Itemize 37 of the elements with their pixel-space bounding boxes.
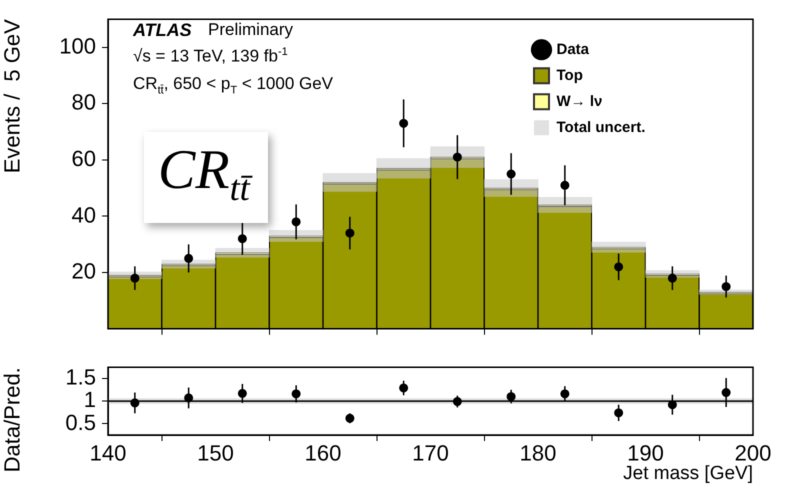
- annotation: Preliminary: [208, 20, 294, 40]
- x-tick-label: 190: [627, 440, 664, 466]
- y-tick-label: 20: [72, 258, 96, 284]
- y-tick-label: 40: [72, 202, 96, 228]
- bar: [322, 173, 378, 192]
- y-tick-label: 0.5: [65, 410, 96, 435]
- x-axis-title: Jet mass [GeV]: [623, 462, 753, 484]
- bar: [430, 146, 485, 168]
- legend-label: W→ lν: [556, 92, 602, 110]
- x-tick-label: 180: [520, 440, 556, 466]
- x-tick-label: 200: [734, 440, 772, 466]
- annotation: √s = 13 TeV, 139 fb$^{-1}$: [133, 46, 288, 67]
- bar: [215, 248, 270, 258]
- x-tick-label: 170: [412, 440, 449, 466]
- x-tick-label: 150: [197, 440, 234, 466]
- legend-label: Data: [556, 40, 590, 58]
- bar: [484, 179, 538, 197]
- bar: [268, 230, 324, 242]
- y-axis-title: Events / 5 GeV: [0, 18, 24, 174]
- bar: [645, 270, 700, 278]
- bar: [538, 197, 592, 213]
- legend-label: Top: [556, 66, 583, 84]
- annotation: ATLAS: [133, 20, 192, 41]
- y-tick-label: 60: [72, 146, 96, 171]
- annotation: CR$_{tt̄}$, 650 < p$_{T}$ < 1000 GeV: [133, 74, 334, 96]
- y-tick-label: 100: [59, 33, 96, 58]
- bar: [591, 242, 646, 253]
- legend-label: Total uncert.: [556, 118, 646, 136]
- bar: [161, 260, 216, 268]
- y-tick-label: 80: [72, 90, 96, 115]
- annotation: CR$_{tt̄}$: [144, 132, 268, 224]
- y-tick-label: 1.5: [65, 364, 96, 390]
- y-tick-label: 1: [84, 387, 96, 412]
- y-axis-title: Data/Pred.: [0, 367, 24, 472]
- x-tick-label: 160: [304, 440, 342, 466]
- x-tick-label: 140: [90, 440, 126, 466]
- bar: [376, 158, 431, 179]
